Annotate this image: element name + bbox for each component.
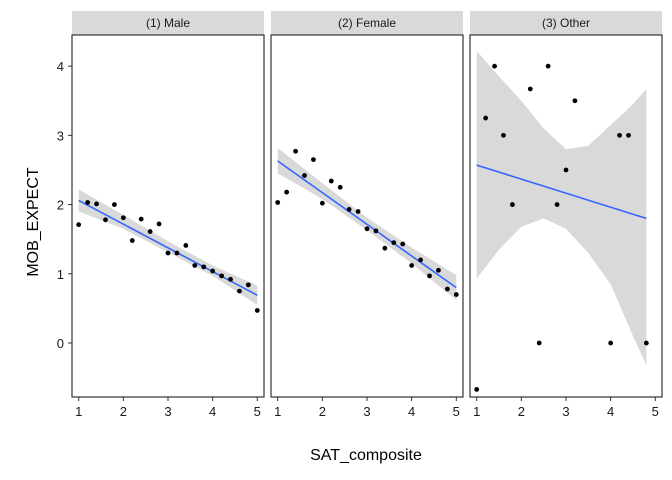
- data-point: [337, 184, 343, 190]
- data-point: [373, 228, 379, 234]
- data-point: [120, 215, 126, 221]
- y-tick-label: 0: [57, 336, 64, 351]
- data-point: [219, 273, 224, 279]
- data-point: [201, 264, 207, 270]
- data-point: [103, 217, 108, 223]
- y-axis-title: MOB_EXPECT: [25, 167, 42, 277]
- data-point: [536, 340, 542, 346]
- facet-strip: [72, 11, 264, 35]
- x-tick-label: 2: [319, 404, 326, 419]
- x-tick-label: 5: [254, 404, 261, 419]
- y-tick-label: 2: [57, 198, 64, 213]
- confidence-band: [476, 50, 647, 366]
- x-axis-title: SAT_composite: [310, 447, 422, 464]
- regression-line: [78, 199, 258, 296]
- data-point: [293, 148, 298, 154]
- data-point: [492, 63, 497, 69]
- data-point: [554, 202, 560, 207]
- data-point: [364, 226, 370, 232]
- data-point: [510, 202, 515, 207]
- data-point: [346, 207, 352, 212]
- facet-strip: [271, 11, 463, 35]
- data-point: [474, 386, 480, 392]
- panel-border: [270, 34, 464, 398]
- x-tick-label: 1: [274, 404, 281, 419]
- x-tick-label: 4: [607, 404, 614, 419]
- data-point: [563, 167, 569, 173]
- data-point: [275, 200, 281, 205]
- y-tick-label: 3: [57, 128, 64, 143]
- facet-strip-label: (2) Female: [338, 16, 396, 30]
- data-point: [453, 292, 459, 297]
- x-tick-label: 5: [453, 404, 460, 419]
- data-point: [156, 221, 162, 227]
- facet-panel: (2) Female 1 2 3 4 5: [270, 11, 464, 419]
- data-point: [391, 240, 397, 246]
- data-point: [382, 245, 388, 251]
- data-point: [165, 250, 171, 256]
- data-point: [643, 340, 649, 346]
- data-point: [319, 200, 325, 206]
- data-point: [527, 86, 533, 92]
- data-point: [138, 216, 144, 222]
- data-point: [418, 257, 423, 263]
- plot-area: [474, 50, 649, 392]
- data-point: [85, 200, 91, 205]
- data-point: [617, 132, 622, 138]
- data-point: [483, 115, 489, 121]
- data-point: [228, 276, 233, 282]
- facet-panel: (3) Other 1 2 3 4 5: [469, 11, 663, 419]
- x-tick-label: 2: [120, 404, 127, 419]
- x-tick-label: 3: [363, 404, 370, 419]
- y-tick-label: 4: [57, 59, 64, 74]
- x-tick-label: 4: [408, 404, 415, 419]
- regression-line: [277, 160, 457, 289]
- regression-line: [476, 164, 647, 220]
- data-point: [302, 173, 307, 178]
- data-point: [328, 178, 334, 184]
- facet-strip: [470, 11, 662, 35]
- data-point: [112, 202, 117, 207]
- data-point: [245, 282, 251, 288]
- data-point: [409, 263, 415, 268]
- data-point: [355, 209, 361, 214]
- x-tick-label: 5: [652, 404, 659, 419]
- data-point: [400, 241, 406, 247]
- x-tick-label: 3: [164, 404, 171, 419]
- data-point: [237, 288, 242, 294]
- x-tick-label: 1: [75, 404, 82, 419]
- x-tick-label: 2: [518, 404, 525, 419]
- data-point: [94, 201, 99, 207]
- data-point: [545, 63, 551, 69]
- data-point: [192, 263, 198, 268]
- facet-strip-label: (3) Other: [542, 16, 590, 30]
- facet-strip-label: (1) Male: [146, 16, 190, 30]
- plot-area: [76, 189, 260, 313]
- facet-panel: (1) Male 1 2 3 4 5 0 1 2 3 4: [57, 11, 265, 419]
- data-point: [210, 268, 216, 274]
- data-point: [311, 157, 316, 162]
- data-point: [626, 132, 631, 138]
- data-point: [436, 267, 441, 273]
- data-point: [608, 340, 614, 346]
- plot-area: [275, 147, 459, 301]
- x-tick-label: 4: [209, 404, 216, 419]
- x-tick-label: 3: [562, 404, 569, 419]
- data-point: [129, 238, 135, 243]
- data-point: [183, 243, 189, 248]
- data-point: [572, 98, 578, 104]
- data-point: [147, 229, 153, 234]
- data-point: [254, 308, 260, 313]
- data-point: [284, 189, 290, 195]
- data-point: [444, 286, 450, 292]
- data-point: [501, 132, 506, 138]
- data-point: [76, 222, 82, 228]
- data-point: [427, 273, 432, 279]
- x-tick-label: 1: [473, 404, 480, 419]
- y-tick-label: 1: [57, 267, 64, 282]
- data-point: [174, 250, 180, 256]
